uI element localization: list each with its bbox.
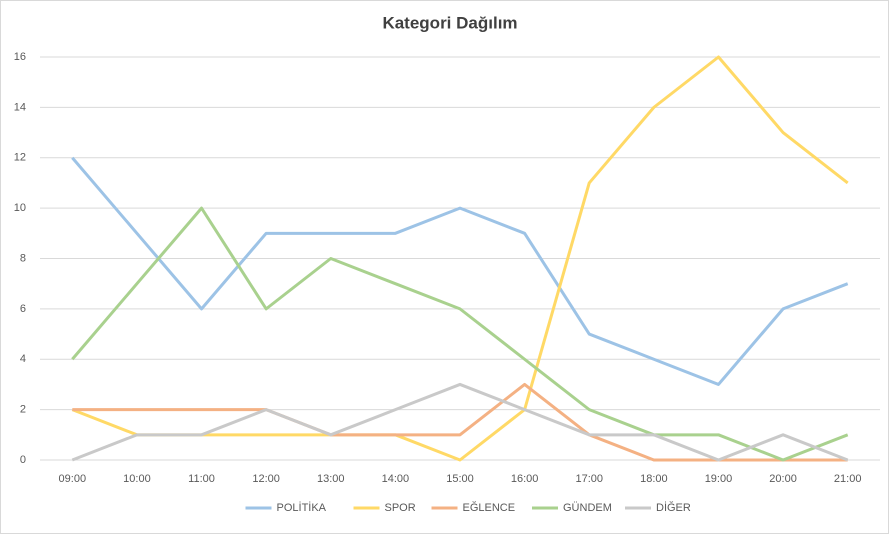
x-tick-label: 15:00 xyxy=(446,473,474,485)
x-tick-label: 18:00 xyxy=(640,473,668,485)
x-tick-label: 09:00 xyxy=(59,473,87,485)
series-line xyxy=(71,206,849,462)
y-tick-label: 8 xyxy=(20,252,26,264)
legend-label: POLİTİKA xyxy=(277,501,327,514)
x-tick-label: 19:00 xyxy=(705,473,733,485)
x-tick-label: 16:00 xyxy=(511,473,539,485)
x-tick-label: 12:00 xyxy=(252,473,280,485)
y-tick-label: 12 xyxy=(14,152,26,164)
chart-title: Kategori Dağılım xyxy=(382,13,517,32)
series-line xyxy=(71,156,849,386)
legend-label: DİĞER xyxy=(656,501,691,514)
x-tick-label: 20:00 xyxy=(769,473,797,485)
y-tick-label: 0 xyxy=(20,454,26,466)
series-line xyxy=(71,382,849,462)
x-tick-label: 17:00 xyxy=(575,473,603,485)
y-tick-label: 6 xyxy=(20,303,26,315)
y-tick-label: 4 xyxy=(20,353,26,365)
y-tick-label: 14 xyxy=(14,101,26,113)
legend-label: SPOR xyxy=(385,502,416,514)
x-tick-label: 21:00 xyxy=(834,473,862,485)
y-tick-label: 2 xyxy=(20,404,26,416)
legend-label: EĞLENCE xyxy=(463,501,516,514)
y-tick-label: 10 xyxy=(14,202,26,214)
x-tick-label: 10:00 xyxy=(123,473,151,485)
x-tick-label: 14:00 xyxy=(382,473,410,485)
y-tick-label: 16 xyxy=(14,51,26,63)
x-tick-label: 11:00 xyxy=(188,473,215,485)
x-tick-label: 13:00 xyxy=(317,473,345,485)
legend-label: GÜNDEM xyxy=(563,502,612,514)
